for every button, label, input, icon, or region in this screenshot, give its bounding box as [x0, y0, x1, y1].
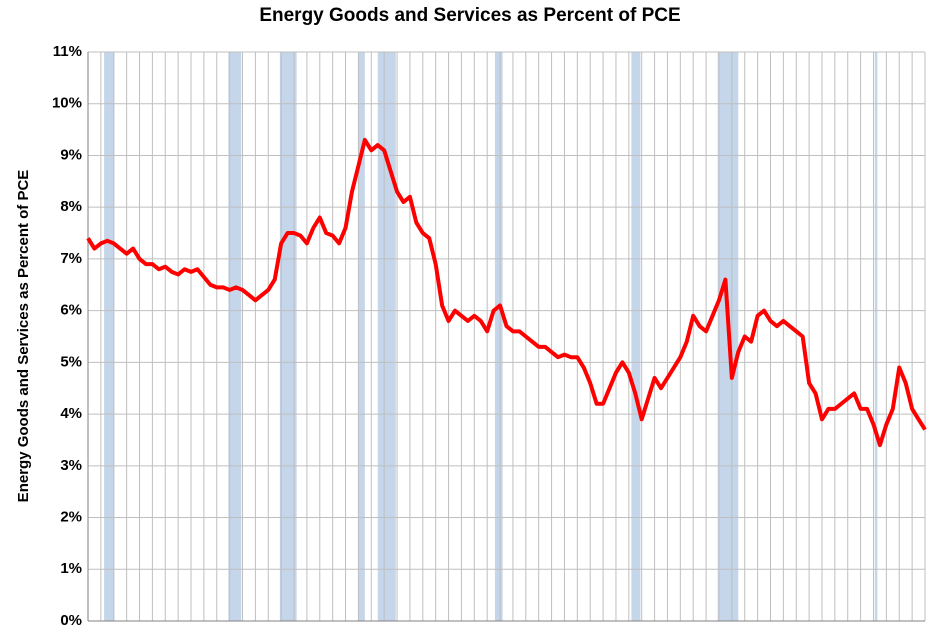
chart-title: Energy Goods and Services as Percent of … — [259, 5, 680, 26]
y-tick-label: 3% — [60, 457, 82, 474]
recession-band — [104, 52, 115, 621]
y-tick-label: 5% — [60, 353, 82, 370]
y-tick-label: 4% — [60, 405, 82, 422]
y-axis-label: Energy Goods and Services as Percent of … — [15, 170, 32, 503]
recession-band — [631, 52, 641, 621]
y-tick-label: 11% — [53, 43, 82, 60]
recession-band — [279, 52, 297, 621]
recession-band — [377, 52, 396, 621]
y-tick-label: 9% — [60, 146, 82, 163]
y-tick-label: 7% — [60, 250, 82, 267]
data-line — [86, 137, 927, 448]
recession-band — [874, 52, 878, 621]
recession-band — [358, 52, 365, 621]
y-tick-label: 0% — [60, 612, 82, 629]
y-tick-label: 6% — [60, 302, 82, 319]
y-tick-label: 8% — [60, 198, 82, 215]
recession-band — [228, 52, 242, 621]
recession-band — [494, 52, 503, 621]
y-tick-label: 10% — [52, 95, 82, 112]
y-tick-label: 1% — [60, 560, 82, 577]
y-tick-label: 2% — [60, 509, 82, 526]
